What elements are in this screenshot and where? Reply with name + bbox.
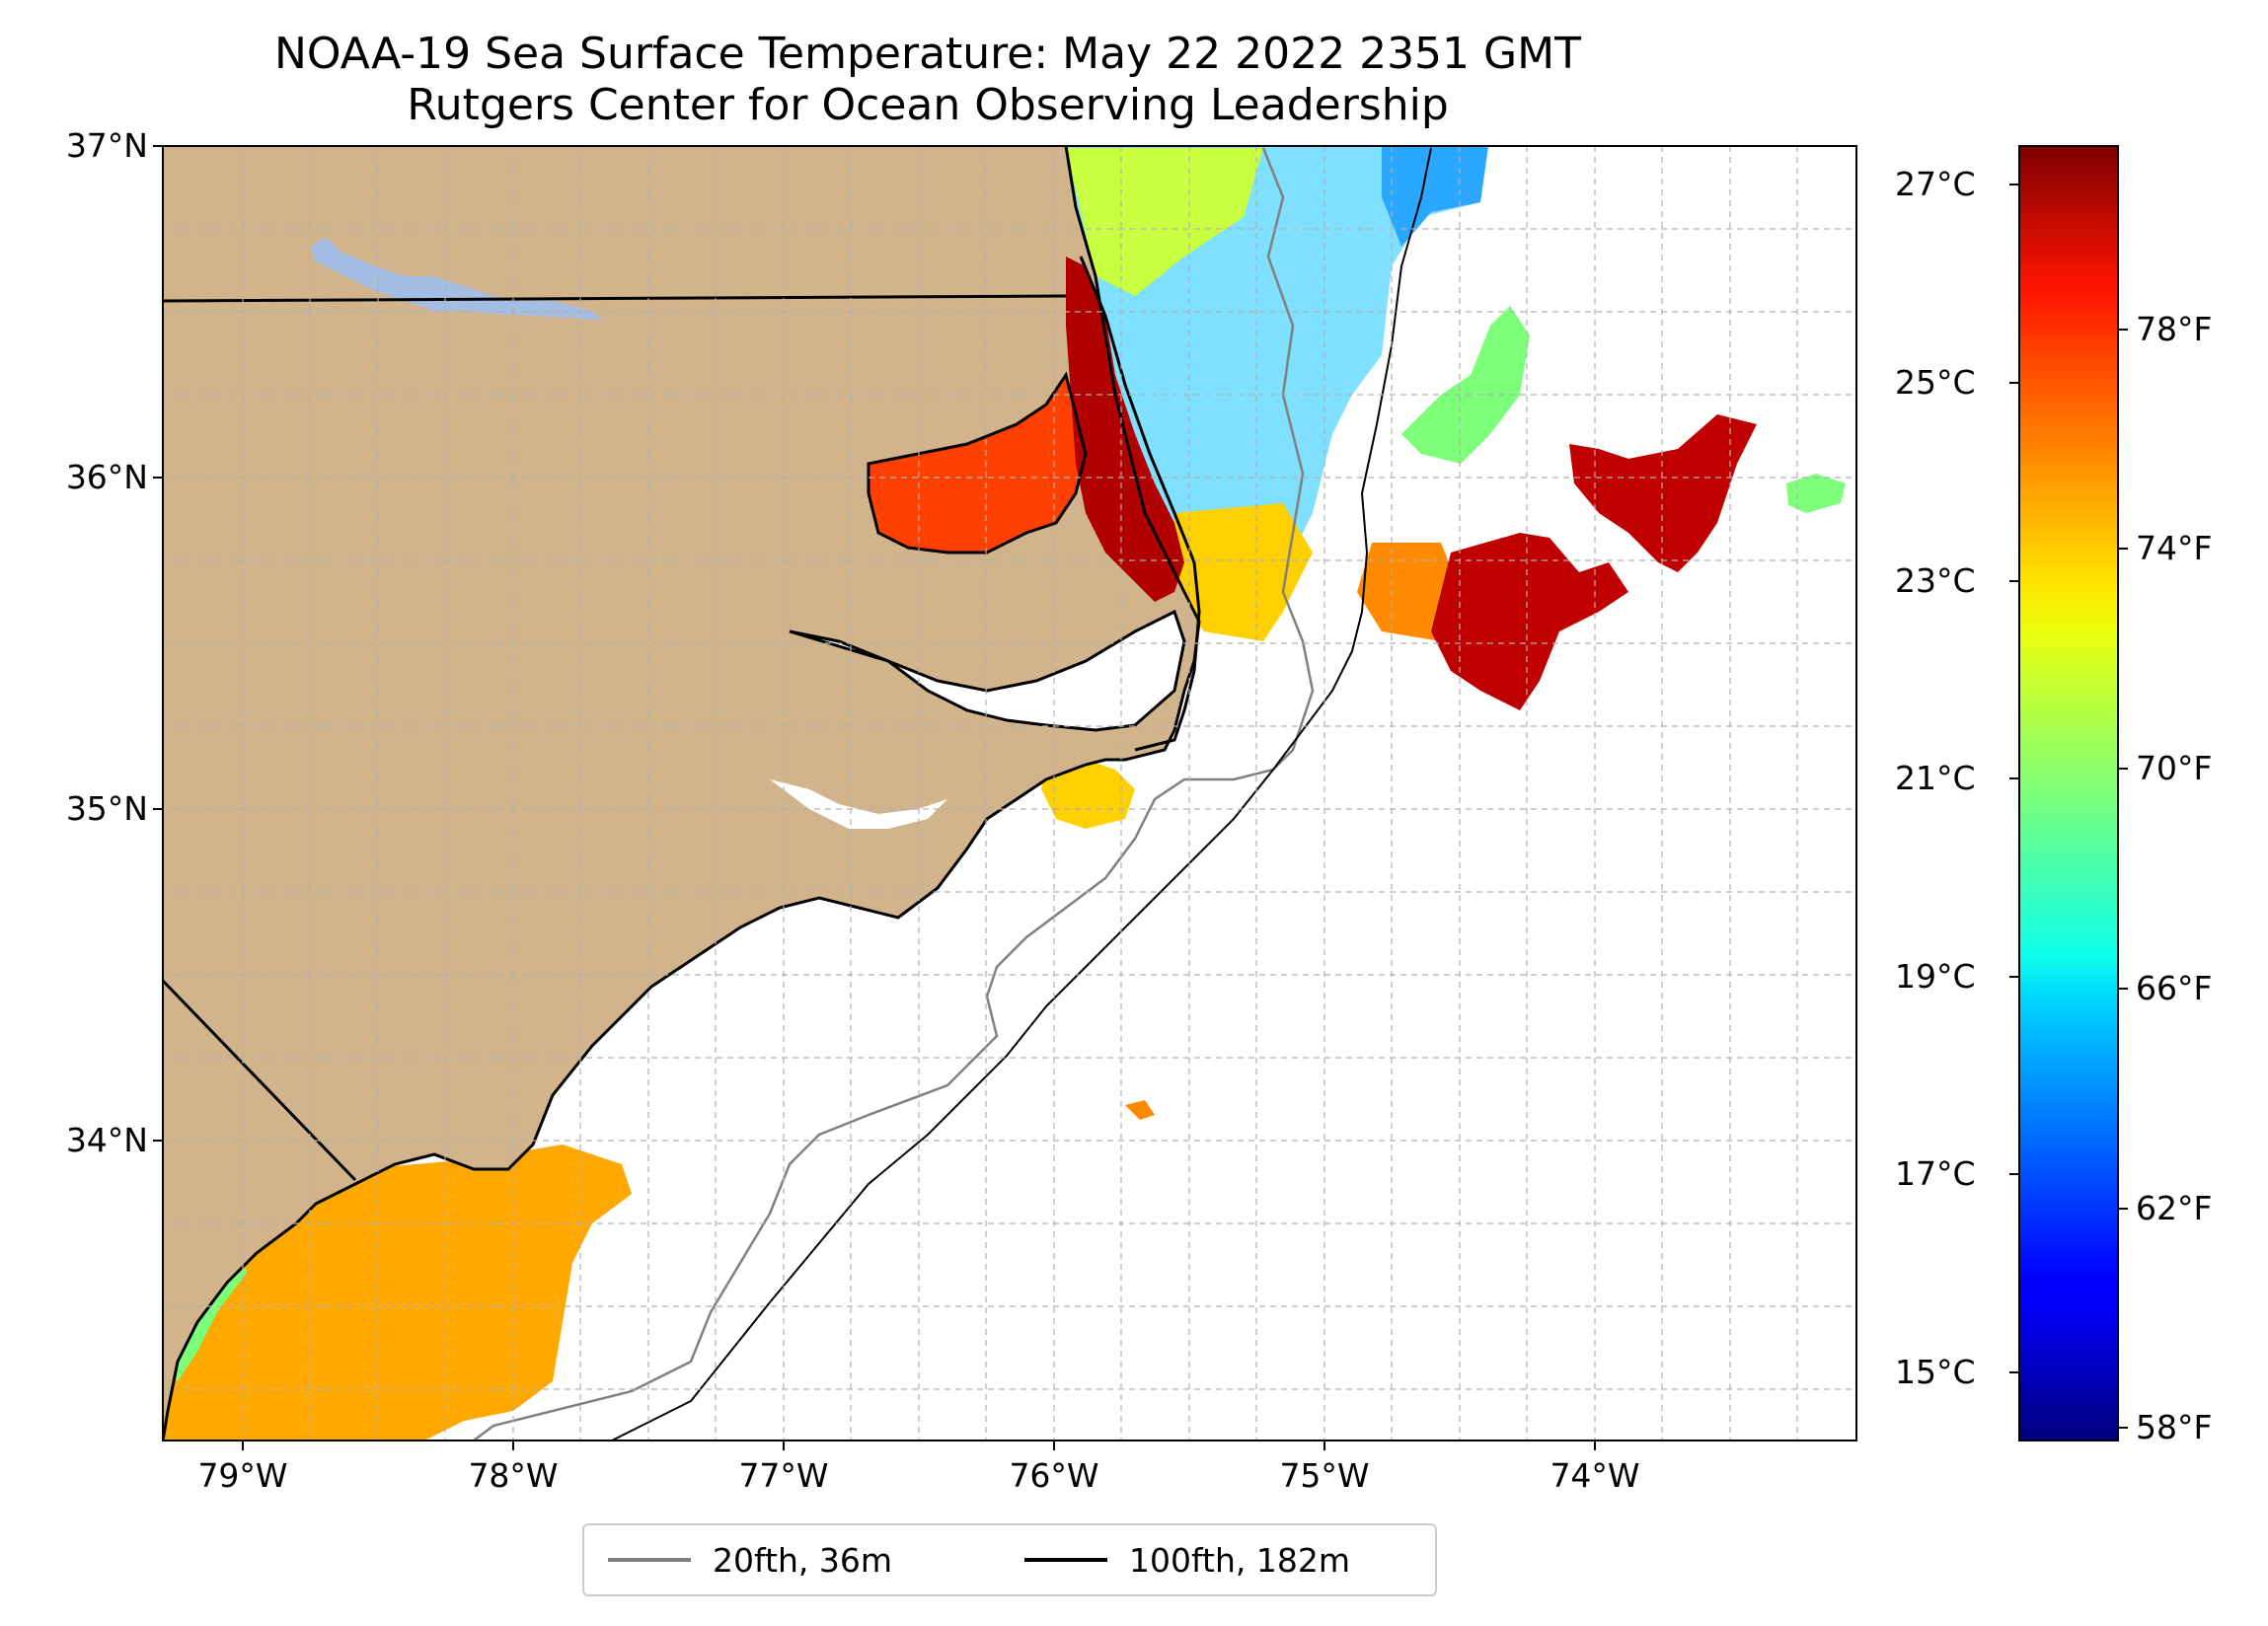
- legend: 20fth, 36m 100fth, 182m: [582, 1523, 1437, 1596]
- pamlico-shore: [789, 609, 1186, 732]
- pamlico-river: [770, 779, 947, 829]
- lon-label: 76°W: [1009, 1456, 1099, 1495]
- map-title: NOAA-19 Sea Surface Temperature: May 22 …: [274, 29, 1581, 79]
- colorbar-fahrenheit-label: 66°F: [2136, 969, 2213, 1007]
- va-nc-border: [163, 294, 1067, 303]
- tick-marks: [153, 145, 1596, 1450]
- colorbar-celsius-label: 25°C: [1895, 363, 1976, 402]
- sst-patch-gulfstream-red: [1431, 533, 1628, 710]
- coastline: [163, 146, 1201, 1441]
- colorbar-celsius-label: 19°C: [1895, 957, 1976, 996]
- sst-patches: [163, 146, 1846, 1441]
- sst-patch-mid-green: [1401, 306, 1530, 464]
- colorbar-ticks: [2009, 184, 2128, 1429]
- colorbar-celsius-label: 21°C: [1895, 759, 1976, 797]
- colorbar-celsius-label: 15°C: [1895, 1353, 1976, 1391]
- lon-label: 78°W: [468, 1456, 559, 1495]
- sst-patch-gulfstream-east: [1569, 414, 1757, 572]
- lat-label: 35°N: [65, 789, 148, 828]
- kerr-lake: [311, 237, 602, 321]
- isobath-20fth: [473, 147, 1315, 1441]
- sst-patch-north-blue: [1382, 146, 1488, 247]
- sst-patch-north-yellowgreen: [1066, 148, 1263, 296]
- sst-patch-shelf-yellow: [1174, 503, 1313, 641]
- colorbar-celsius-label: 23°C: [1895, 561, 1976, 600]
- colorbar: [2018, 145, 2119, 1441]
- colorbar-fahrenheit-label: 78°F: [2136, 310, 2213, 348]
- colorbar-fahrenheit-label: 62°F: [2136, 1189, 2213, 1227]
- lat-label: 37°N: [65, 126, 148, 165]
- isobath-100fth: [611, 147, 1432, 1441]
- lon-label: 74°W: [1550, 1456, 1640, 1495]
- legend-line-black: [1024, 1558, 1107, 1562]
- legend-label: 20fth, 36m: [713, 1540, 892, 1580]
- legend-label: 100fth, 182m: [1129, 1540, 1350, 1580]
- legend-item-20fth: 20fth, 36m: [608, 1525, 892, 1594]
- lon-label: 75°W: [1279, 1456, 1370, 1495]
- albemarle-sound: [869, 375, 1086, 553]
- lon-label: 77°W: [738, 1456, 829, 1495]
- sst-patch-small-orange: [1125, 1100, 1155, 1120]
- colorbar-fahrenheit-label: 70°F: [2136, 749, 2213, 787]
- lon-label: 79°W: [197, 1456, 288, 1495]
- lat-label: 34°N: [65, 1121, 148, 1159]
- sst-patch-east-green: [1786, 474, 1846, 513]
- pamlico-sound: [790, 612, 1184, 730]
- map-frame: [162, 145, 1857, 1441]
- colorbar-fahrenheit-label: 58°F: [2136, 1408, 2213, 1446]
- nc-sc-border: [163, 979, 357, 1182]
- outer-banks: [1079, 256, 1201, 752]
- albemarle-shore: [867, 371, 1088, 554]
- map-subtitle: Rutgers Center for Ocean Observing Leade…: [407, 80, 1449, 130]
- colorbar-celsius-label: 17°C: [1895, 1154, 1976, 1193]
- legend-line-gray: [608, 1558, 691, 1562]
- gridlines: [163, 146, 1856, 1441]
- colorbar-celsius-label: 27°C: [1895, 165, 1976, 203]
- colorbar-fahrenheit-label: 74°F: [2136, 529, 2213, 567]
- legend-item-100fth: 100fth, 182m: [1024, 1525, 1350, 1594]
- lat-label: 36°N: [65, 458, 148, 496]
